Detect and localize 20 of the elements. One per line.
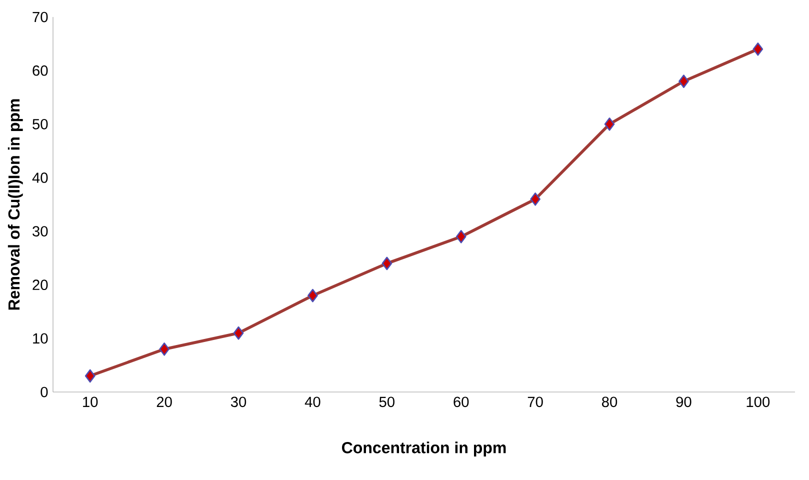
y-tick-label: 20 [32,280,48,290]
x-tick-label: 100 [746,396,770,408]
y-tick-label: 0 [40,386,48,398]
y-tick-label: 50 [32,118,48,130]
x-tick-label: 40 [304,396,320,408]
x-tick-label: 30 [230,396,246,408]
x-tick-label: 90 [676,396,692,408]
y-tick-label: 30 [32,226,48,236]
x-tick-label: 20 [156,396,172,408]
x-tick-label: 70 [528,396,543,408]
y-tick-label: 60 [32,65,48,76]
x-tick-label: 60 [454,396,469,408]
y-axis-title: Removal of Cu(II)Ion in ppm [8,99,23,310]
x-tick-label: 10 [83,396,98,408]
x-tick-label: 80 [602,396,618,408]
y-tick-label: 70 [32,12,48,22]
y-tick-label: 10 [33,333,48,344]
y-tick-label: 40 [32,172,48,183]
x-axis-title: Concentration in ppm [342,442,506,456]
x-tick-label: 50 [379,396,394,408]
